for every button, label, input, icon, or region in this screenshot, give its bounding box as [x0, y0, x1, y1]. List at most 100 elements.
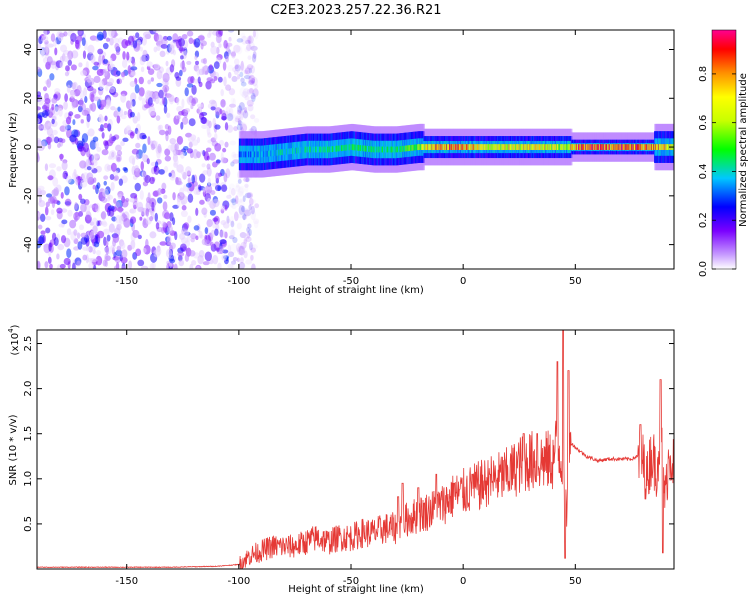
- noise-blob: [80, 203, 87, 213]
- noise-blob: [163, 104, 168, 114]
- noise-blob: [188, 250, 196, 257]
- noise-blob: [235, 184, 241, 193]
- noise-blob: [191, 84, 197, 95]
- noise-blob: [197, 255, 204, 265]
- noise-blob: [140, 265, 149, 269]
- noise-blob: [219, 248, 224, 253]
- noise-blob: [226, 113, 234, 122]
- noise-blob: [186, 96, 193, 104]
- noise-blob: [72, 262, 76, 269]
- noise-blob: [38, 195, 42, 203]
- noise-blob: [103, 180, 107, 186]
- noise-blob: [169, 64, 175, 73]
- noise-blob: [196, 103, 204, 108]
- noise-blob: [248, 75, 253, 82]
- noise-blob: [129, 99, 133, 109]
- snr-y-multiplier: (x104): [7, 324, 21, 355]
- noise-blob: [183, 145, 189, 151]
- y-tick-label: 1.5: [23, 426, 34, 442]
- noise-blob: [49, 73, 55, 81]
- noise-blob: [92, 249, 96, 255]
- noise-blob: [166, 235, 172, 245]
- noise-blob: [186, 83, 194, 88]
- colorbar: 0.0 0.2 0.4 0.6 0.8 Normalized spectral ampl…: [698, 29, 749, 277]
- noise-blob: [120, 140, 125, 147]
- noise-blob: [115, 51, 120, 56]
- noise-blob: [64, 186, 70, 196]
- x-tick-label: 50: [569, 276, 582, 287]
- noise-blob: [60, 138, 66, 144]
- noise-blob: [236, 257, 240, 263]
- noise-blob: [52, 106, 61, 116]
- noise-blob: [48, 163, 57, 169]
- noise-blob: [77, 145, 85, 152]
- noise-blob: [250, 205, 255, 215]
- noise-blob: [64, 93, 68, 102]
- noise-blob: [242, 110, 249, 119]
- noise-blob: [69, 90, 76, 99]
- noise-blob: [165, 60, 169, 67]
- noise-blob: [58, 223, 65, 228]
- noise-blob: [240, 122, 247, 128]
- noise-blob: [98, 115, 105, 124]
- noise-blob: [221, 184, 228, 192]
- noise-blob: [145, 238, 149, 249]
- noise-blob: [169, 137, 176, 145]
- noise-blob: [232, 158, 240, 164]
- noise-blob: [201, 66, 205, 76]
- noise-blob: [241, 214, 248, 220]
- noise-blob: [195, 207, 199, 217]
- noise-blob: [141, 170, 147, 177]
- noise-blob: [239, 86, 246, 97]
- noise-blob: [245, 75, 253, 83]
- noise-blob: [88, 262, 94, 269]
- noise-blob: [40, 230, 46, 235]
- noise-blob: [48, 110, 52, 117]
- noise-blob: [226, 215, 230, 224]
- noise-blob: [233, 126, 238, 132]
- noise-blob: [97, 48, 104, 55]
- noise-blob: [186, 182, 192, 188]
- noise-blob: [187, 193, 194, 203]
- noise-blob: [63, 257, 71, 266]
- noise-blob: [147, 68, 155, 75]
- noise-blob: [185, 132, 192, 138]
- noise-blob: [208, 99, 216, 105]
- noise-blob: [244, 183, 249, 188]
- noise-blob: [227, 64, 234, 72]
- noise-blob: [107, 155, 113, 160]
- noise-blob: [250, 78, 256, 84]
- noise-blob: [249, 244, 256, 253]
- snr-multiplier-exp: 4: [7, 328, 15, 333]
- noise-blob: [114, 255, 121, 264]
- x-tick-label: 50: [569, 576, 582, 587]
- noise-blob: [193, 38, 201, 48]
- noise-blob: [217, 76, 223, 83]
- noise-blob: [80, 236, 88, 245]
- noise-blob: [198, 230, 203, 239]
- noise-blob: [83, 87, 88, 97]
- y-tick-label: 2.0: [23, 381, 34, 397]
- y-tick-label: 0.5: [23, 516, 34, 532]
- noise-blob: [196, 265, 200, 269]
- noise-blob: [74, 137, 79, 145]
- noise-blob: [228, 36, 232, 42]
- noise-blob: [197, 76, 201, 84]
- noise-blob: [234, 64, 239, 70]
- noise-blob: [58, 107, 63, 117]
- noise-blob: [156, 44, 161, 51]
- noise-blob: [232, 98, 236, 108]
- noise-blob: [150, 77, 155, 82]
- noise-blob: [81, 133, 89, 143]
- noise-blob: [239, 63, 245, 73]
- x-tick-label: -50: [343, 576, 359, 587]
- noise-blob: [154, 212, 158, 222]
- noise-blob: [88, 246, 93, 253]
- noise-blob: [82, 50, 87, 60]
- noise-blob: [248, 204, 252, 211]
- noise-blob: [181, 33, 188, 40]
- noise-blob: [241, 35, 248, 45]
- noise-blob: [74, 39, 80, 49]
- snr-multiplier-base: (x10: [10, 333, 21, 356]
- noise-blob: [92, 65, 99, 71]
